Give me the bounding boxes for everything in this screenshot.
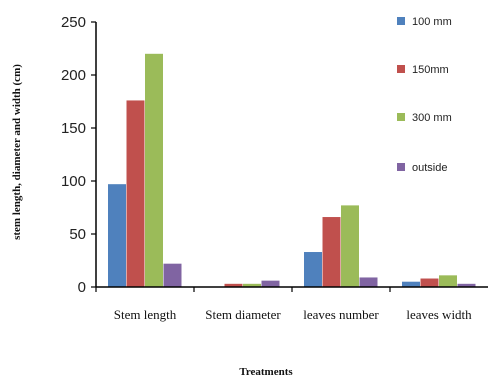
y-axis-title: stem length, diameter and width (cm)	[11, 64, 23, 240]
bar	[145, 53, 163, 287]
legend-label: outside	[412, 162, 447, 174]
x-axis-title: Treatments	[239, 366, 293, 378]
bar	[402, 281, 420, 287]
y-tick-label: 100	[61, 173, 86, 190]
bar	[243, 283, 261, 287]
y-axis-ticks: 0 50 100 150 200 250	[61, 14, 96, 296]
legend-label: 150mm	[412, 64, 449, 76]
y-tick-label: 150	[61, 120, 86, 137]
legend-swatch	[397, 65, 405, 73]
bar	[261, 280, 280, 287]
y-tick-label: 50	[69, 226, 86, 243]
bar	[163, 263, 182, 287]
bar	[304, 252, 322, 287]
legend-swatch	[397, 113, 405, 121]
bar	[341, 205, 359, 287]
legend: 100 mm 150mm 300 mm outside	[397, 16, 452, 174]
legend-label: 300 mm	[412, 112, 452, 124]
legend-swatch	[397, 17, 405, 25]
bar	[420, 278, 439, 287]
x-category-label: Stem diameter	[205, 307, 281, 322]
y-tick-label: 250	[61, 14, 86, 31]
bar	[359, 277, 378, 287]
bars-group	[108, 53, 476, 287]
bar	[126, 100, 145, 287]
x-axis-categories: Stem length Stem diameter leaves number lea…	[95, 287, 472, 322]
bar	[439, 275, 457, 287]
legend-label: 100 mm	[412, 16, 452, 28]
legend-swatch	[397, 163, 405, 171]
bar	[108, 184, 126, 287]
bar	[224, 283, 243, 287]
x-category-label: leaves number	[303, 307, 379, 322]
x-category-label: leaves width	[406, 307, 472, 322]
y-tick-label: 0	[78, 279, 86, 296]
y-tick-label: 200	[61, 67, 86, 84]
x-category-label: Stem length	[114, 307, 177, 322]
bar	[457, 283, 476, 287]
bar	[322, 217, 341, 287]
